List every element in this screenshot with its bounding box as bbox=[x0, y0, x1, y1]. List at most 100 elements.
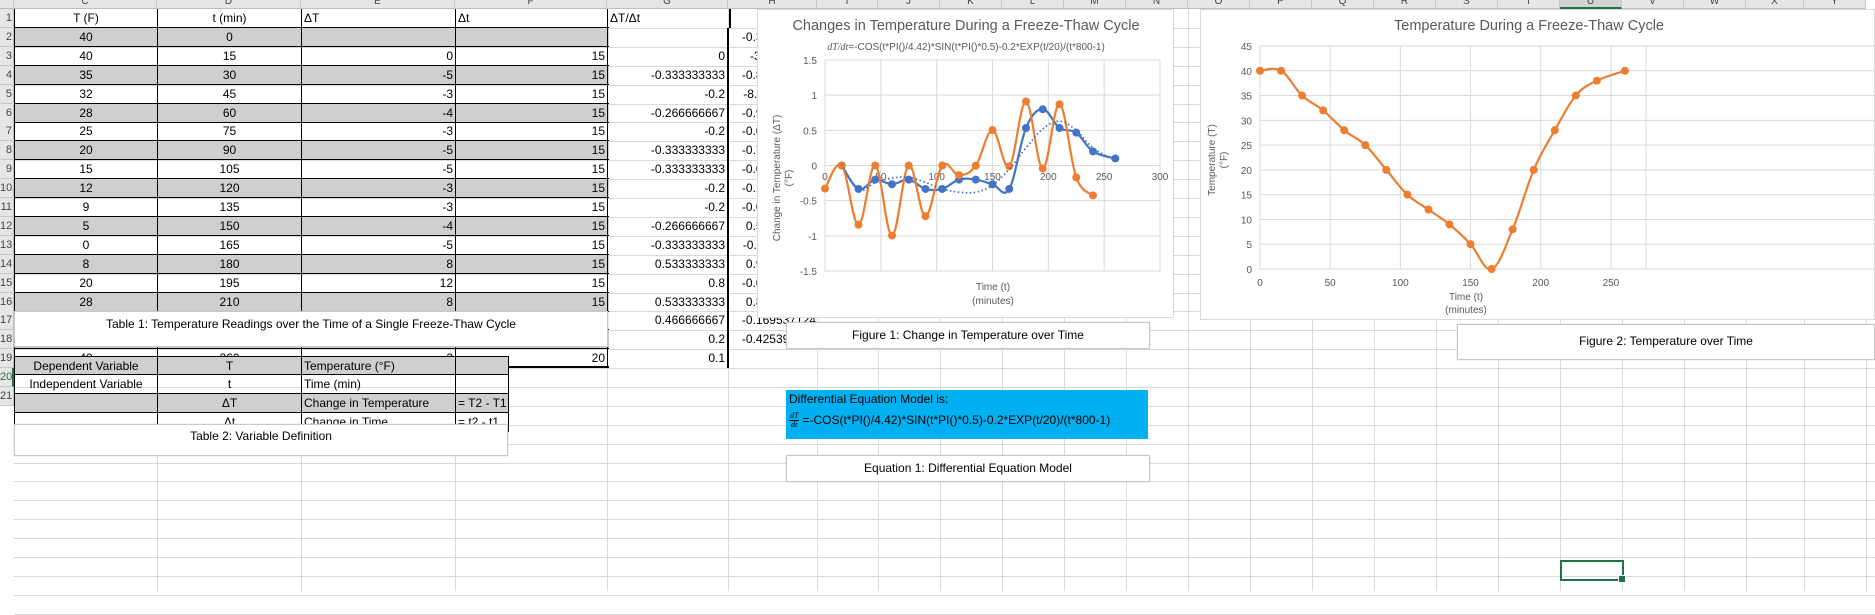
row-header-13[interactable]: 13 bbox=[0, 236, 14, 255]
table2-cell-symbol[interactable]: T bbox=[158, 357, 302, 376]
column-header-d[interactable]: D bbox=[157, 0, 301, 9]
row-header-3[interactable]: 3 bbox=[0, 47, 14, 66]
table1-header-cell[interactable]: T (F) bbox=[15, 9, 158, 28]
table1-cell-t[interactable]: 90 bbox=[158, 141, 302, 160]
table1-header-cell[interactable]: ΔT bbox=[302, 9, 456, 28]
table1-cell-t[interactable]: 210 bbox=[158, 293, 302, 312]
table1-cell-t[interactable]: 75 bbox=[158, 122, 302, 141]
row-header-12[interactable]: 12 bbox=[0, 217, 14, 236]
table1-cell-t[interactable]: 40 bbox=[15, 28, 158, 47]
data-point-marker[interactable] bbox=[904, 161, 913, 170]
table1-cell-t[interactable]: 0 bbox=[158, 28, 302, 47]
table1-cell-t[interactable]: 120 bbox=[158, 179, 302, 198]
row-header-8[interactable]: 8 bbox=[0, 141, 14, 160]
column-header-p[interactable]: P bbox=[1250, 0, 1312, 9]
row-header-5[interactable]: 5 bbox=[0, 85, 14, 104]
table1-cell-dt[interactable]: 15 bbox=[456, 85, 608, 104]
column-header-q[interactable]: Q bbox=[1312, 0, 1374, 9]
column-header-i[interactable]: I bbox=[817, 0, 878, 9]
data-point-marker[interactable] bbox=[1038, 164, 1047, 173]
table1-cell-t[interactable]: 60 bbox=[158, 104, 302, 123]
data-point-marker[interactable] bbox=[1403, 190, 1412, 199]
table1-cell-t[interactable]: 25 bbox=[15, 122, 158, 141]
data-point-marker[interactable] bbox=[1089, 147, 1097, 156]
data-point-marker[interactable] bbox=[971, 161, 980, 170]
data-point-marker[interactable] bbox=[1550, 126, 1559, 135]
data-point-marker[interactable] bbox=[1038, 105, 1047, 114]
row-header-7[interactable]: 7 bbox=[0, 122, 14, 141]
table1-cell-t[interactable]: 28 bbox=[15, 104, 158, 123]
table1-cell-dt[interactable]: 12 bbox=[302, 274, 456, 293]
table1-cell-t[interactable]: 5 bbox=[15, 217, 158, 236]
table1-cell-t[interactable]: 12 bbox=[15, 179, 158, 198]
table1-cell-t[interactable]: 195 bbox=[158, 274, 302, 293]
data-point-marker[interactable] bbox=[1382, 165, 1391, 174]
data-point-marker[interactable] bbox=[1022, 123, 1030, 132]
table1-cell-ratio[interactable]: -0.333333333 bbox=[608, 160, 729, 179]
row-header-15[interactable]: 15 bbox=[0, 274, 14, 293]
column-header-w[interactable]: W bbox=[1684, 0, 1746, 9]
data-point-marker[interactable] bbox=[888, 231, 896, 240]
column-header-f[interactable]: F bbox=[455, 0, 607, 9]
table2-cell-role[interactable]: Dependent Variable bbox=[15, 357, 158, 376]
table1-cell-ratio[interactable]: 0.1 bbox=[608, 349, 729, 368]
table1-cell-t[interactable]: 0 bbox=[15, 236, 158, 255]
data-point-marker[interactable] bbox=[888, 180, 896, 189]
table1-cell-dt[interactable]: -3 bbox=[302, 85, 456, 104]
table1-cell-ratio[interactable]: -0.333333333 bbox=[608, 236, 729, 255]
data-point-marker[interactable] bbox=[1256, 66, 1264, 75]
table1-cell-t[interactable]: 105 bbox=[158, 160, 302, 179]
data-point-marker[interactable] bbox=[988, 126, 997, 135]
data-point-marker[interactable] bbox=[1055, 123, 1064, 132]
column-header-t[interactable]: T bbox=[1498, 0, 1560, 9]
data-point-marker[interactable] bbox=[955, 171, 963, 180]
data-point-marker[interactable] bbox=[1487, 265, 1496, 273]
data-point-marker[interactable] bbox=[971, 175, 980, 184]
data-point-marker[interactable] bbox=[1529, 165, 1538, 174]
table1-cell-t[interactable]: 40 bbox=[15, 47, 158, 66]
table1-cell-t[interactable]: 28 bbox=[15, 293, 158, 312]
column-header-m[interactable]: M bbox=[1064, 0, 1126, 9]
data-point-marker[interactable] bbox=[904, 175, 913, 184]
data-point-marker[interactable] bbox=[1111, 154, 1120, 163]
row-header-19[interactable]: 19 bbox=[0, 349, 14, 368]
table1-cell-dt[interactable] bbox=[302, 28, 456, 47]
table2-cell-meaning[interactable]: Time (min) bbox=[302, 375, 456, 394]
table2-cell-formula[interactable] bbox=[456, 357, 509, 376]
table2-cell-symbol[interactable]: t bbox=[158, 375, 302, 394]
column-header-j[interactable]: J bbox=[878, 0, 940, 9]
table1-cell-t[interactable]: 9 bbox=[15, 198, 158, 217]
row-header-17[interactable]: 17 bbox=[0, 311, 14, 330]
data-point-marker[interactable] bbox=[1072, 128, 1081, 137]
row-header-9[interactable]: 9 bbox=[0, 160, 14, 179]
table1-cell-t[interactable]: 45 bbox=[158, 85, 302, 104]
fill-handle[interactable] bbox=[1618, 575, 1626, 583]
column-header-e[interactable]: E bbox=[301, 0, 455, 9]
data-point-marker[interactable] bbox=[1005, 162, 1014, 171]
table1-header-cell[interactable]: ΔT/Δt bbox=[608, 9, 731, 28]
table1-cell-dt[interactable]: -5 bbox=[302, 66, 456, 85]
table1-cell-t[interactable]: 20 bbox=[15, 141, 158, 160]
data-point-marker[interactable] bbox=[921, 212, 930, 221]
table1-cell-t[interactable]: 165 bbox=[158, 236, 302, 255]
table1-cell-dt[interactable]: 15 bbox=[456, 274, 608, 293]
column-header-u[interactable]: U bbox=[1560, 0, 1622, 9]
table1-cell-ratio[interactable]: -0.266666667 bbox=[608, 217, 729, 236]
table1-cell-dt[interactable]: 15 bbox=[456, 104, 608, 123]
table1-cell-dt[interactable]: 15 bbox=[456, 198, 608, 217]
table1-cell-dt[interactable]: -3 bbox=[302, 122, 456, 141]
table1-cell-dt[interactable]: 15 bbox=[456, 217, 608, 236]
column-header-o[interactable]: O bbox=[1188, 0, 1250, 9]
table1-cell-dt[interactable] bbox=[456, 28, 608, 47]
table1-cell-dt[interactable]: 15 bbox=[456, 160, 608, 179]
table1-cell-ratio[interactable]: -0.2 bbox=[608, 179, 729, 198]
row-header-4[interactable]: 4 bbox=[0, 66, 14, 85]
table1-cell-dt[interactable]: -3 bbox=[302, 198, 456, 217]
table2-cell-symbol[interactable]: Δt bbox=[158, 413, 302, 432]
data-point-marker[interactable] bbox=[1277, 66, 1286, 75]
data-point-marker[interactable] bbox=[1424, 205, 1433, 214]
active-cell-selection[interactable] bbox=[1560, 560, 1626, 583]
table1-cell-t[interactable]: 8 bbox=[15, 255, 158, 274]
data-point-marker[interactable] bbox=[1055, 100, 1064, 109]
table1-cell-dt[interactable]: 15 bbox=[456, 47, 608, 66]
